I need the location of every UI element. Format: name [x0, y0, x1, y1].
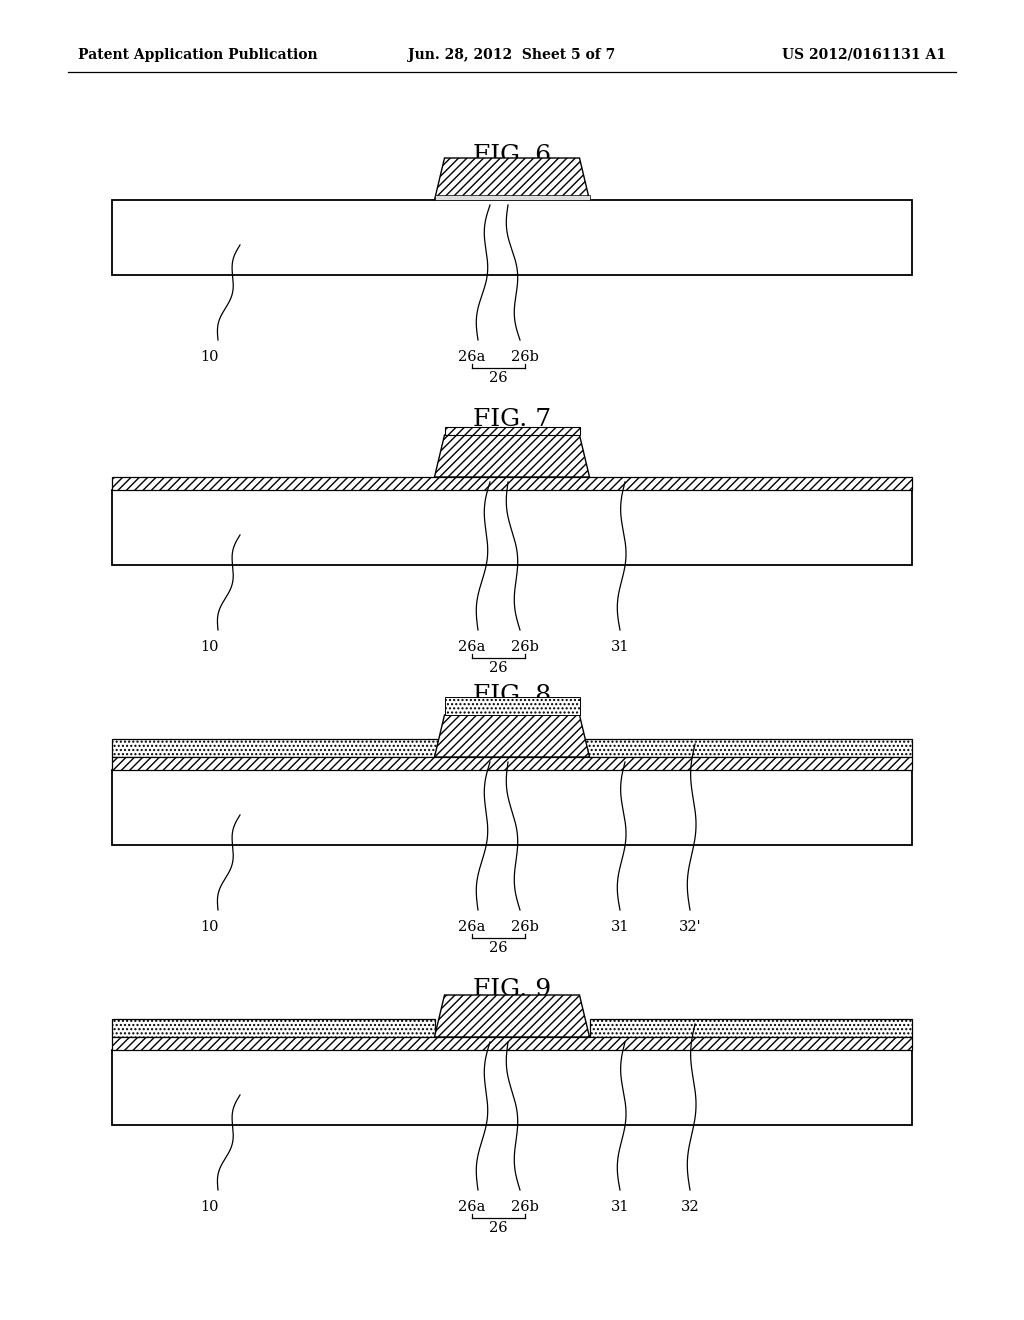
Text: 26a: 26a [459, 640, 485, 653]
Text: 26b: 26b [511, 640, 539, 653]
Text: 32': 32' [679, 920, 701, 935]
Bar [434, 195, 590, 201]
Text: 26a: 26a [459, 350, 485, 364]
Text: 31: 31 [610, 920, 630, 935]
Text: 10: 10 [201, 1200, 219, 1214]
Text: 31: 31 [610, 640, 630, 653]
Bar [590, 1019, 912, 1038]
Text: 26: 26 [488, 661, 507, 675]
Bar [112, 490, 912, 565]
Polygon shape [434, 715, 590, 756]
Text: 26: 26 [488, 1221, 507, 1236]
Text: 31: 31 [610, 1200, 630, 1214]
Text: 10: 10 [201, 350, 219, 364]
Text: 26a: 26a [459, 1200, 485, 1214]
Bar [112, 756, 912, 770]
Bar [112, 477, 912, 490]
Text: 26: 26 [488, 941, 507, 954]
Text: FIG. 6: FIG. 6 [473, 144, 551, 166]
Bar [112, 1038, 912, 1049]
Text: 32: 32 [681, 1200, 699, 1214]
Bar [112, 739, 912, 756]
Bar [112, 1019, 434, 1038]
Text: FIG. 9: FIG. 9 [473, 978, 551, 1002]
Polygon shape [434, 995, 590, 1038]
Bar [444, 426, 580, 436]
Text: FIG. 7: FIG. 7 [473, 408, 551, 432]
Bar [112, 201, 912, 275]
Polygon shape [434, 436, 590, 477]
Text: 26: 26 [488, 371, 507, 385]
Text: 26b: 26b [511, 920, 539, 935]
Bar [112, 770, 912, 845]
Text: Jun. 28, 2012  Sheet 5 of 7: Jun. 28, 2012 Sheet 5 of 7 [409, 48, 615, 62]
Text: 10: 10 [201, 640, 219, 653]
Polygon shape [434, 158, 590, 201]
Text: US 2012/0161131 A1: US 2012/0161131 A1 [782, 48, 946, 62]
Bar [112, 1049, 912, 1125]
Text: 26b: 26b [511, 1200, 539, 1214]
Text: 26a: 26a [459, 920, 485, 935]
Bar [444, 697, 580, 715]
Text: Patent Application Publication: Patent Application Publication [78, 48, 317, 62]
Text: 10: 10 [201, 920, 219, 935]
Text: FIG. 8: FIG. 8 [473, 684, 551, 706]
Text: 26b: 26b [511, 350, 539, 364]
